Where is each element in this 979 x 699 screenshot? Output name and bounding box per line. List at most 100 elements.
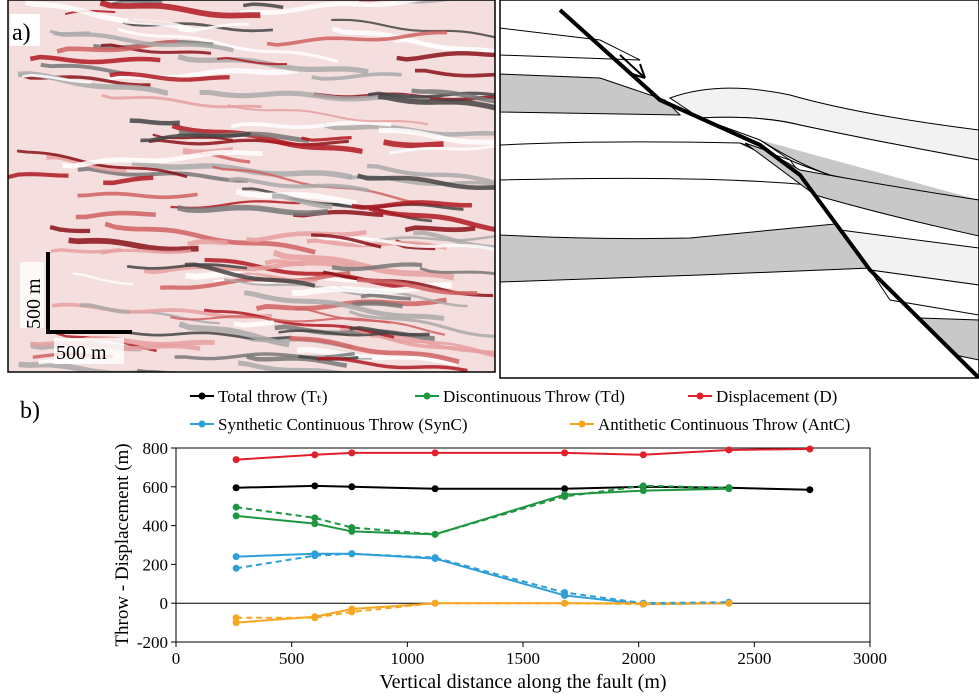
legend-label: Displacement (D) (716, 387, 837, 406)
data-point (725, 446, 733, 454)
seismic-reflector (216, 56, 288, 66)
seismic-reflector (178, 321, 290, 348)
seismic-reflector (356, 277, 478, 296)
plot-frame (175, 447, 871, 643)
seismic-reflector (414, 68, 495, 78)
data-point (232, 484, 240, 492)
data-point (348, 608, 356, 616)
seismic-reflector (378, 127, 495, 145)
seismic-reflector (77, 166, 248, 183)
seismic-reflector (357, 173, 495, 190)
y-tick-label: 0 (160, 594, 169, 613)
seismic-image (8, 0, 495, 381)
seismic-reflector (301, 136, 352, 142)
seismic-reflector (99, 0, 261, 19)
data-point (232, 614, 240, 622)
y-axis-label: Throw - Displacement (m) (112, 443, 133, 646)
scale-bar: 500 m 500 m (20, 252, 132, 364)
seismic-reflector (100, 43, 212, 55)
seismic-reflector (404, 225, 476, 233)
seismic-reflector (396, 51, 495, 62)
seismic-reflector (331, 26, 495, 55)
y-tick-label: 200 (143, 555, 169, 574)
seismic-reflector (111, 0, 163, 6)
seismic-reflector (230, 120, 392, 130)
seismic-reflector (389, 144, 495, 155)
seismic-reflector (255, 297, 447, 311)
seismic-reflector (79, 303, 131, 315)
data-point (639, 487, 647, 495)
seismic-reflector (143, 260, 355, 275)
seismic-reflector (21, 73, 92, 84)
seismic-reflector (40, 376, 160, 380)
data-point (311, 520, 319, 528)
seismic-reflector (237, 360, 345, 372)
x-axis-label: Vertical distance along the fault (m) (379, 671, 666, 693)
y-tick-label: 800 (143, 439, 169, 458)
fault-diagram (500, 0, 979, 378)
dashed-line (235, 552, 729, 605)
seismic-reflector (352, 300, 403, 309)
data-point (311, 482, 319, 490)
seismic-reflector (235, 378, 295, 381)
scale-label: 500 m (56, 342, 107, 364)
series-line (236, 552, 729, 606)
seismic-reflector (360, 293, 412, 301)
seismic-reflector (140, 131, 251, 143)
data-point (806, 445, 814, 453)
seismic-reflector (49, 224, 91, 234)
seismic-reflector (18, 361, 176, 372)
data-point (348, 483, 356, 491)
legend-label: Discontinuous Throw (Td) (443, 387, 625, 406)
data-point (348, 524, 356, 532)
x-tick-label: 500 (279, 649, 305, 668)
seismic-reflector (233, 320, 275, 328)
seismic-reflector (72, 272, 134, 286)
dashed-line (236, 484, 729, 536)
seismic-reflector (419, 266, 495, 276)
seismic-reflector (171, 123, 363, 155)
seismic-reflector (311, 72, 402, 81)
seismic-reflector (170, 315, 391, 324)
seismic-reflector (348, 310, 495, 338)
y-tick-label: 400 (143, 517, 169, 536)
seismic-reflector (235, 188, 357, 206)
seismic-reflector (187, 239, 228, 247)
seismic-reflector (228, 176, 370, 193)
seismic-reflector (383, 139, 444, 149)
data-point (311, 552, 319, 560)
series-line (236, 447, 810, 461)
x-tick-label: 1000 (390, 649, 424, 668)
data-point (232, 456, 240, 464)
panel-frame (499, 0, 979, 379)
data-point (725, 484, 733, 492)
data-point (561, 449, 569, 457)
panel-label: b) (20, 398, 40, 424)
seismic-reflector (331, 262, 423, 272)
seismic-reflector (40, 62, 132, 77)
seismic-reflector (317, 356, 468, 372)
seismic-reflector (367, 91, 495, 99)
legend-label: Synthetic Continuous Throw (SynC) (218, 415, 468, 434)
x-tick-label: 2000 (622, 649, 656, 668)
seismic-reflector (62, 150, 263, 169)
data-point (431, 485, 439, 493)
data-point (639, 600, 647, 608)
seismic-reflector (296, 346, 458, 367)
series-line (236, 602, 729, 624)
seismic-reflector (104, 221, 316, 255)
legend-label: Total throw (Tₜ) (218, 387, 328, 406)
seismic-reflector (272, 249, 455, 281)
seismic-reflector (264, 259, 306, 267)
data-point (561, 599, 569, 607)
seismic-reflector (266, 30, 448, 47)
legend-marker (578, 420, 586, 428)
seismic-reflector (49, 29, 90, 35)
legend-marker (696, 392, 704, 400)
seismic-reflector (246, 354, 348, 368)
legend-label: Antithetic Continuous Throw (AntC) (598, 415, 850, 434)
data-point (806, 486, 814, 494)
seismic-reflector (366, 163, 495, 185)
seismic-reflector (288, 335, 460, 365)
